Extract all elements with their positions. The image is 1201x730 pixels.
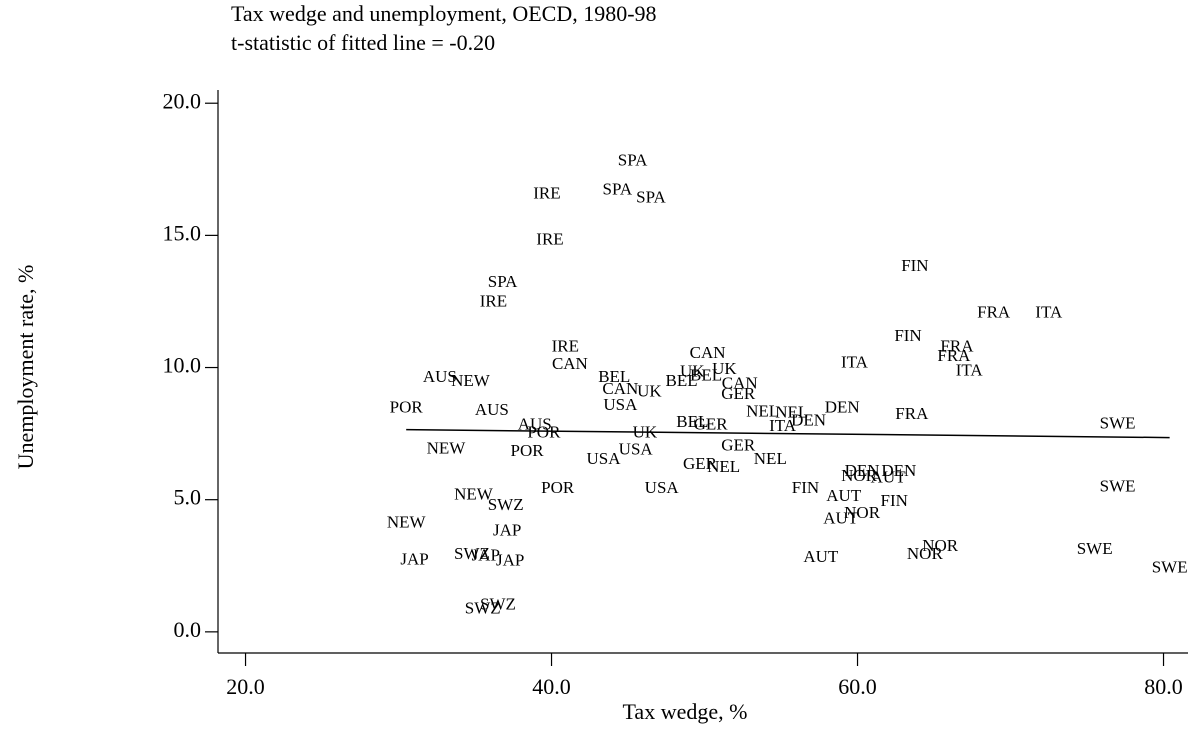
point-label: ITA xyxy=(841,352,869,371)
point-label: SWE xyxy=(1077,539,1113,558)
point-label: NEW xyxy=(427,438,467,457)
point-label: AUT xyxy=(803,547,839,566)
point-label: CAN xyxy=(690,343,726,362)
point-label: NOR xyxy=(841,466,878,485)
point-label: GER xyxy=(721,436,756,455)
y-tick-label: 0.0 xyxy=(174,617,202,642)
point-label: JAP xyxy=(472,545,500,564)
point-label: BEL xyxy=(690,366,722,385)
point-label: DEN xyxy=(791,411,826,430)
x-tick-label: 80.0 xyxy=(1144,674,1183,699)
x-tick-label: 60.0 xyxy=(838,674,877,699)
point-label: UK xyxy=(680,362,705,381)
point-label: UK xyxy=(712,359,737,378)
point-label: AUT xyxy=(871,467,907,486)
point-label: USA xyxy=(619,440,654,459)
point-label: USA xyxy=(587,449,622,468)
point-label: NEL xyxy=(754,449,787,468)
point-label: IRE xyxy=(533,183,560,202)
y-axis-title: Unemployment rate, % xyxy=(13,265,38,470)
point-label: DEN xyxy=(845,461,880,480)
point-label: NEL xyxy=(746,401,779,420)
y-tick-label: 10.0 xyxy=(163,353,202,378)
y-tick-label: 20.0 xyxy=(163,88,202,113)
point-label: USA xyxy=(603,395,638,414)
point-label: AUT xyxy=(823,508,859,527)
point-label: FRA xyxy=(940,337,974,356)
point-label: FIN xyxy=(901,256,928,275)
point-label: AUS xyxy=(423,367,457,386)
point-label: CAN xyxy=(722,374,758,393)
point-label: SWZ xyxy=(465,598,501,617)
point-label: NEW xyxy=(451,371,491,390)
point-label: IRE xyxy=(536,230,563,249)
point-label: AUT xyxy=(826,486,862,505)
point-label: IRE xyxy=(552,337,579,356)
point-label: USA xyxy=(645,478,680,497)
point-label: NOR xyxy=(907,544,944,563)
point-label: SWZ xyxy=(488,495,524,514)
point-label: GER xyxy=(721,384,756,403)
point-label: ITA xyxy=(769,416,797,435)
point-label: DEN xyxy=(825,397,860,416)
point-label: SWE xyxy=(1152,557,1188,576)
point-label: AUS xyxy=(518,415,552,434)
point-label: DEN xyxy=(881,461,916,480)
point-label: GER xyxy=(683,454,718,473)
point-label: SPA xyxy=(603,179,633,198)
point-label: POR xyxy=(390,397,424,416)
point-label: SWE xyxy=(1100,413,1136,432)
point-label: NEL xyxy=(707,457,740,476)
point-label: SWZ xyxy=(454,544,490,563)
point-label: JAP xyxy=(400,549,428,568)
point-label: CAN xyxy=(552,354,588,373)
point-label: FRA xyxy=(937,346,971,365)
point-label: SWZ xyxy=(480,594,516,613)
point-label: GER xyxy=(694,415,729,434)
point-label: CAN xyxy=(602,379,638,398)
x-tick-label: 20.0 xyxy=(226,674,265,699)
point-label: SWE xyxy=(1100,477,1136,496)
point-label: SPA xyxy=(488,272,518,291)
point-label: FIN xyxy=(881,491,908,510)
point-label: BEL xyxy=(676,412,708,431)
point-label: JAP xyxy=(496,551,524,570)
x-tick-label: 40.0 xyxy=(532,674,571,699)
chart-subtitle: t-statistic of fitted line = -0.20 xyxy=(231,30,495,55)
x-axis-title: Tax wedge, % xyxy=(623,699,748,724)
point-label: BEL xyxy=(666,371,698,390)
point-label: ITA xyxy=(956,360,984,379)
fitted-line xyxy=(406,428,1170,439)
point-label: IRE xyxy=(480,292,507,311)
point-label: ITA xyxy=(1035,302,1063,321)
y-tick-label: 5.0 xyxy=(174,485,202,510)
point-label: NOR xyxy=(922,536,959,555)
point-label: AUS xyxy=(475,400,509,419)
point-label: JAP xyxy=(493,520,521,539)
point-label: FRA xyxy=(895,404,929,423)
point-label: NEL xyxy=(775,403,808,422)
point-label: SPA xyxy=(618,150,648,169)
point-label: NEW xyxy=(387,512,427,531)
chart-title: Tax wedge and unemployment, OECD, 1980-9… xyxy=(231,1,657,26)
point-label: POR xyxy=(511,441,545,460)
y-tick-label: 15.0 xyxy=(163,220,202,245)
point-label: BEL xyxy=(598,367,630,386)
point-label: POR xyxy=(527,423,561,442)
point-label: NOR xyxy=(844,503,881,522)
point-label: UK xyxy=(637,382,662,401)
point-label: POR xyxy=(541,478,575,497)
point-label: FIN xyxy=(894,326,921,345)
point-label: FRA xyxy=(977,302,1011,321)
point-label: NEW xyxy=(454,485,494,504)
point-label: SPA xyxy=(636,187,666,206)
point-label: FIN xyxy=(792,478,819,497)
